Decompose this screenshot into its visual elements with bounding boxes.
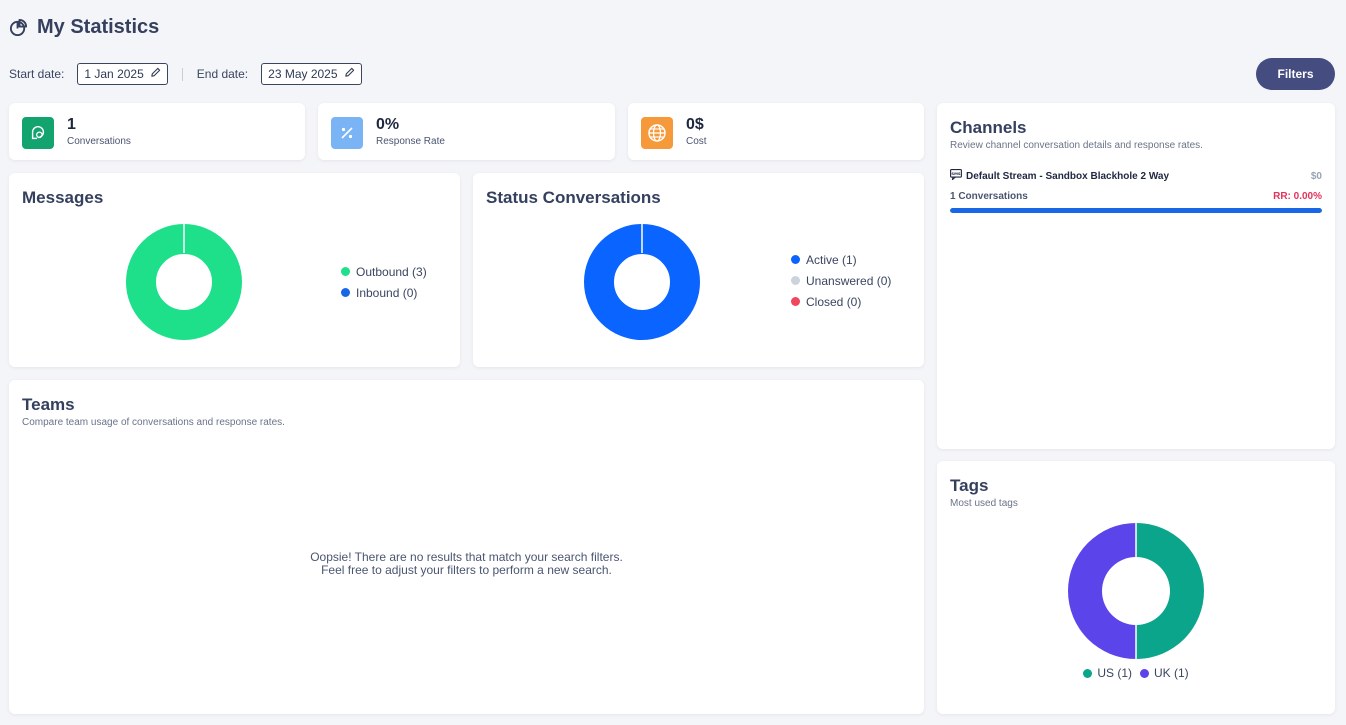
legend-dot: [791, 276, 800, 285]
legend-label: Active (1): [806, 252, 857, 267]
sms-icon: SMS: [950, 169, 962, 183]
legend-dot: [1140, 668, 1149, 678]
cost-value: 0$: [686, 116, 704, 133]
legend-label: Closed (0): [806, 294, 862, 309]
channels-card: Channels Review channel conversation det…: [937, 103, 1335, 449]
pie-chart-icon: [9, 18, 28, 37]
legend-label: US (1): [1097, 666, 1132, 680]
channel-cost: $0: [1310, 170, 1322, 182]
end-date-value: 23 May 2025: [268, 67, 338, 81]
channel-conversations: 1 Conversations: [950, 191, 1028, 202]
legend-item-unanswered[interactable]: Unanswered (0): [791, 270, 891, 291]
start-date-picker[interactable]: 1 Jan 2025: [77, 63, 168, 85]
legend-dot: [791, 255, 800, 264]
cost-label: Cost: [686, 136, 707, 147]
legend-item-us[interactable]: US (1): [1083, 665, 1132, 681]
stat-card-cost: 0$ Cost: [628, 103, 924, 160]
messages-legend: Outbound (3) Inbound (0): [341, 261, 427, 303]
legend-label: Unanswered (0): [806, 273, 892, 288]
channel-progress-bar: [950, 208, 1322, 213]
messages-card: Messages Outbound (3) Inbound (0): [9, 173, 460, 367]
status-legend: Active (1) Unanswered (0) Closed (0): [791, 249, 891, 312]
us-slice[interactable]: [1136, 523, 1204, 659]
date-range: Start date: 1 Jan 2025 End date: 23 May …: [9, 63, 362, 85]
status-donut-chart: [584, 224, 700, 340]
svg-text:SMS: SMS: [951, 171, 961, 176]
channel-progress-fill: [950, 208, 1322, 213]
legend-item-uk[interactable]: UK (1): [1140, 665, 1189, 681]
legend-label: Inbound (0): [356, 285, 418, 300]
legend-dot: [341, 288, 350, 297]
legend-dot: [791, 297, 800, 306]
stat-card-conversations: 1 Conversations: [9, 103, 305, 160]
pencil-icon: [150, 67, 161, 81]
conversations-label: Conversations: [67, 136, 131, 147]
filters-button[interactable]: Filters: [1256, 58, 1335, 90]
page-header: My Statistics: [9, 16, 159, 39]
status-title: Status Conversations: [486, 188, 661, 207]
messages-donut-chart: [126, 224, 242, 340]
empty-state-line-2: Feel free to adjust your filters to perf…: [321, 563, 612, 577]
legend-item-inbound[interactable]: Inbound (0): [341, 282, 427, 303]
conversations-value: 1: [67, 116, 76, 133]
teams-title: Teams: [22, 395, 75, 414]
channel-name: Default Stream - Sandbox Blackhole 2 Way: [966, 170, 1170, 182]
channels-subtitle: Review channel conversation details and …: [950, 140, 1203, 151]
legend-label: Outbound (3): [356, 264, 427, 279]
end-date-label: End date:: [196, 67, 249, 81]
empty-state-line-1: Oopsie! There are no results that match …: [310, 550, 623, 564]
tags-card: Tags Most used tags US (1) UK (1): [937, 461, 1335, 714]
globe-icon: [641, 117, 673, 149]
date-separator: [181, 67, 183, 81]
legend-item-outbound[interactable]: Outbound (3): [341, 261, 427, 282]
chat-icon: [22, 117, 54, 149]
tags-donut-chart: [1068, 523, 1204, 659]
uk-slice[interactable]: [1068, 523, 1136, 659]
teams-card: Teams Compare team usage of conversation…: [9, 380, 924, 714]
legend-item-closed[interactable]: Closed (0): [791, 291, 891, 312]
tags-subtitle: Most used tags: [950, 498, 1018, 509]
response-rate-label: Response Rate: [376, 136, 445, 147]
channel-response-rate: RR: 0.00%: [1273, 191, 1322, 202]
legend-dot: [1083, 668, 1093, 678]
tags-title: Tags: [950, 476, 989, 495]
pencil-icon: [344, 67, 355, 81]
response-rate-value: 0%: [376, 116, 400, 133]
channels-title: Channels: [950, 118, 1027, 137]
stat-card-response-rate: 0% Response Rate: [318, 103, 615, 160]
start-date-label: Start date:: [9, 67, 65, 81]
legend-dot: [341, 267, 350, 276]
messages-title: Messages: [22, 188, 104, 207]
legend-label: UK (1): [1154, 666, 1189, 680]
percent-icon: [331, 117, 363, 149]
legend-item-active[interactable]: Active (1): [791, 249, 891, 270]
channel-item[interactable]: SMS Default Stream - Sandbox Blackhole 2…: [950, 169, 1322, 213]
page-title: My Statistics: [37, 16, 160, 38]
status-conversations-card: Status Conversations Active (1) Unanswer…: [473, 173, 924, 367]
start-date-value: 1 Jan 2025: [84, 67, 144, 81]
tags-legend: US (1) UK (1): [937, 665, 1335, 681]
end-date-picker[interactable]: 23 May 2025: [261, 63, 362, 85]
empty-state-message: Oopsie! There are no results that match …: [9, 551, 924, 577]
teams-subtitle: Compare team usage of conversations and …: [22, 417, 285, 428]
